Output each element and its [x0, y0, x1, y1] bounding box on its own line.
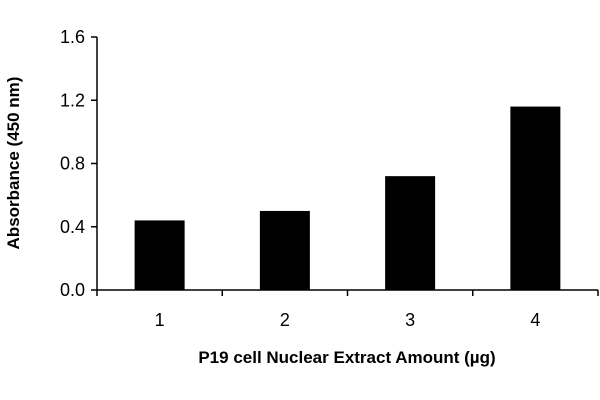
x-tick-label: 2 — [280, 310, 290, 330]
y-tick-label: 0.8 — [60, 154, 85, 174]
bar-1 — [134, 220, 185, 290]
y-axis-title: Absorbance (450 nm) — [4, 77, 23, 250]
x-tick-label: 1 — [155, 310, 165, 330]
y-tick-label: 1.2 — [60, 90, 85, 110]
bar-4 — [510, 106, 561, 290]
y-axis: 0.0 0.4 0.8 1.2 1.6 — [60, 27, 98, 300]
bars — [134, 106, 561, 290]
bar-3 — [385, 176, 436, 290]
y-tick-label: 0.0 — [60, 280, 85, 300]
y-tick-label: 0.4 — [60, 217, 85, 237]
x-axis-title: P19 cell Nuclear Extract Amount (µg) — [198, 348, 495, 367]
x-axis: 1 2 3 4 — [96, 289, 599, 330]
bar-2 — [259, 210, 310, 290]
x-tick-label: 3 — [405, 310, 415, 330]
y-tick-label: 1.6 — [60, 27, 85, 47]
x-tick-label: 4 — [530, 310, 540, 330]
